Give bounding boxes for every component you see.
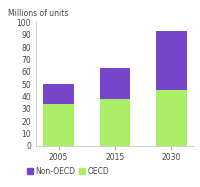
Bar xyxy=(156,31,187,90)
Bar xyxy=(43,84,74,104)
Bar xyxy=(100,68,130,99)
Bar xyxy=(43,104,74,146)
Bar xyxy=(156,90,187,146)
Legend: Non-OECD, OECD: Non-OECD, OECD xyxy=(24,164,113,179)
Bar xyxy=(100,99,130,146)
Text: Millions of units: Millions of units xyxy=(8,8,68,18)
